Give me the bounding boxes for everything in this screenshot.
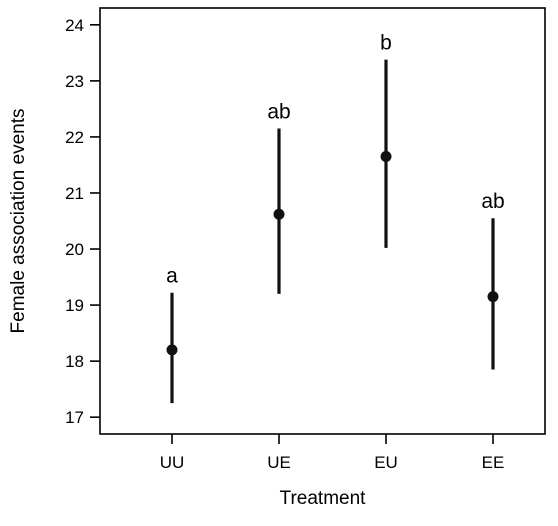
y-tick-label: 20 — [65, 240, 84, 259]
data-point — [166, 344, 178, 356]
x-axis: UU UE EU EE — [160, 434, 505, 472]
significance-label: a — [166, 265, 178, 288]
y-tick-label: 17 — [65, 408, 84, 427]
plot-frame — [99, 7, 546, 435]
x-tick-label: EU — [374, 453, 398, 472]
y-tick-label: 19 — [65, 296, 84, 315]
y-tick-label: 18 — [65, 352, 84, 371]
significance-label: ab — [267, 101, 290, 124]
x-tick-label: EE — [482, 453, 505, 472]
chart-marks: a ab b ab — [166, 32, 505, 404]
x-axis-title: Treatment — [280, 488, 367, 509]
significance-label: b — [380, 32, 392, 55]
x-tick-label: UU — [160, 453, 185, 472]
data-point — [273, 208, 285, 220]
y-axis-title: Female association events — [8, 109, 29, 334]
y-axis: 17 18 19 20 21 22 23 24 — [65, 16, 100, 427]
significance-label: ab — [481, 190, 504, 213]
data-point — [487, 291, 499, 303]
y-tick-label: 23 — [65, 72, 84, 91]
y-tick-label: 24 — [65, 16, 84, 35]
y-tick-label: 22 — [65, 128, 84, 147]
x-tick-label: UE — [267, 453, 291, 472]
y-tick-label: 21 — [65, 184, 84, 203]
data-point — [380, 151, 392, 163]
